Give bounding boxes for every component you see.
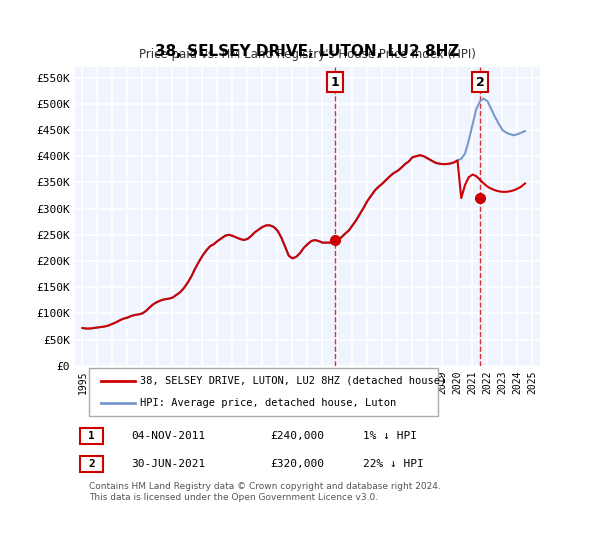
FancyBboxPatch shape xyxy=(80,428,103,444)
Text: 1: 1 xyxy=(331,76,340,88)
Text: 04-NOV-2011: 04-NOV-2011 xyxy=(131,431,205,441)
Text: 30-JUN-2021: 30-JUN-2021 xyxy=(131,459,205,469)
Text: Contains HM Land Registry data © Crown copyright and database right 2024.
This d: Contains HM Land Registry data © Crown c… xyxy=(89,482,440,502)
Text: £240,000: £240,000 xyxy=(270,431,324,441)
Text: £320,000: £320,000 xyxy=(270,459,324,469)
Text: 2: 2 xyxy=(88,459,95,469)
FancyBboxPatch shape xyxy=(80,456,103,472)
Text: 1: 1 xyxy=(88,431,95,441)
Text: 1% ↓ HPI: 1% ↓ HPI xyxy=(364,431,418,441)
Text: 22% ↓ HPI: 22% ↓ HPI xyxy=(364,459,424,469)
Text: HPI: Average price, detached house, Luton: HPI: Average price, detached house, Luto… xyxy=(140,398,397,408)
Text: Price paid vs. HM Land Registry's House Price Index (HPI): Price paid vs. HM Land Registry's House … xyxy=(139,48,476,61)
FancyBboxPatch shape xyxy=(89,368,438,416)
Text: 38, SELSEY DRIVE, LUTON, LU2 8HZ (detached house): 38, SELSEY DRIVE, LUTON, LU2 8HZ (detach… xyxy=(140,376,446,386)
Text: 2: 2 xyxy=(476,76,484,88)
Title: 38, SELSEY DRIVE, LUTON, LU2 8HZ: 38, SELSEY DRIVE, LUTON, LU2 8HZ xyxy=(155,44,460,59)
